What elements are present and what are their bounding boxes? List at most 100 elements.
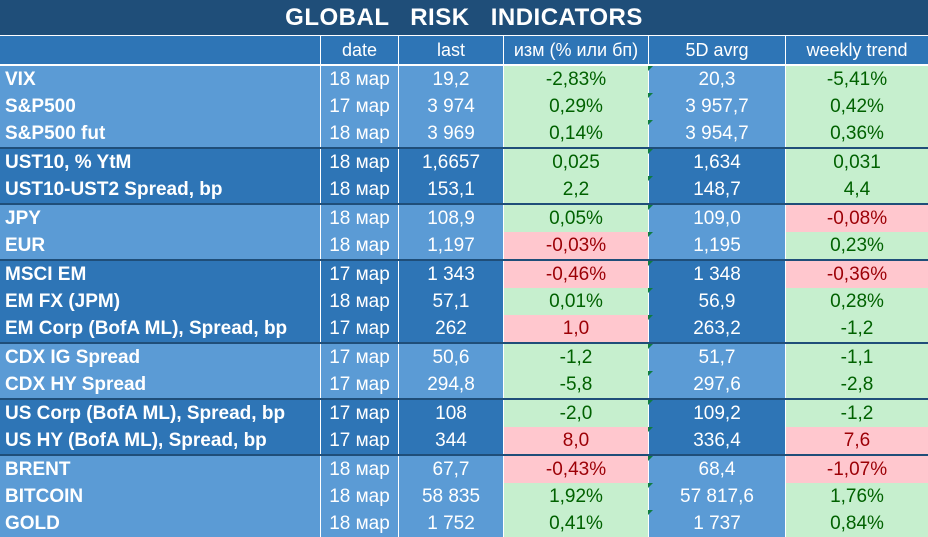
row-last: 262 xyxy=(398,315,503,342)
row-name: UST10-UST2 Spread, bp xyxy=(5,179,223,200)
row-change: 0,05% xyxy=(503,205,648,232)
cell-note-marker xyxy=(648,232,653,237)
row-date: 18 мар xyxy=(320,205,398,232)
row-5d-avg: 148,7 xyxy=(648,176,785,203)
row-weekly-trend: 0,23% xyxy=(785,232,928,259)
row-5d-avg: 51,7 xyxy=(648,344,785,371)
row-5d-avg: 68,4 xyxy=(648,456,785,483)
row-date: 18 мар xyxy=(320,510,398,537)
header-row: date last изм (% или бп) 5D avrg weekly … xyxy=(0,35,928,65)
header-date: date xyxy=(320,36,398,64)
row-name: EM FX (JPM) xyxy=(5,291,121,312)
row-last: 67,7 xyxy=(398,456,503,483)
cell-note-marker xyxy=(648,288,653,293)
row-change: 1,0 xyxy=(503,315,648,342)
row-weekly-trend: -0,08% xyxy=(785,205,928,232)
cell-note-marker xyxy=(648,400,653,405)
row-last: 3 969 xyxy=(398,120,503,147)
row-change: -2,83% xyxy=(503,66,648,93)
header-avg: 5D avrg xyxy=(648,36,785,64)
row-name: S&P500 xyxy=(5,96,76,117)
table-row: GOLD 18 мар 1 752 0,41% 1 737 0,84% xyxy=(0,510,928,537)
row-name: MSCI EM xyxy=(5,264,87,285)
cell-note-marker xyxy=(648,205,653,210)
indicator-group: JPY 18 мар 108,9 0,05% 109,0 -0,08% EUR 18 мар 1… xyxy=(0,205,928,259)
row-date: 18 мар xyxy=(320,66,398,93)
row-name: EUR xyxy=(5,235,46,256)
row-5d-avg: 1 348 xyxy=(648,261,785,288)
table-row: S&P500 fut 18 мар 3 969 0,14% 3 954,7 0,36% xyxy=(0,120,928,147)
row-5d-avg: 3 954,7 xyxy=(648,120,785,147)
cell-note-marker xyxy=(648,483,653,488)
row-name: JPY xyxy=(5,208,41,229)
cell-note-marker xyxy=(648,427,653,432)
group-divider xyxy=(0,147,928,149)
group-divider xyxy=(0,259,928,261)
row-last: 344 xyxy=(398,427,503,454)
row-last: 294,8 xyxy=(398,371,503,398)
row-name: EM Corp (BofA ML), Spread, bp xyxy=(5,318,288,339)
row-change: 0,41% xyxy=(503,510,648,537)
row-weekly-trend: -0,36% xyxy=(785,261,928,288)
row-name: CDX IG Spread xyxy=(5,347,141,368)
table-title: GLOBAL RISK INDICATORS xyxy=(0,0,928,35)
header-change: изм (% или бп) xyxy=(503,36,648,64)
row-change: 1,92% xyxy=(503,483,648,510)
row-name: VIX xyxy=(5,69,36,90)
row-change: -0,03% xyxy=(503,232,648,259)
row-date: 18 мар xyxy=(320,176,398,203)
table-row: BITCOIN 18 мар 58 835 1,92% 57 817,6 1,76% xyxy=(0,483,928,510)
row-weekly-trend: 4,4 xyxy=(785,176,928,203)
row-change: 0,01% xyxy=(503,288,648,315)
cell-note-marker xyxy=(648,93,653,98)
table-row: EUR 18 мар 1,197 -0,03% 1,195 0,23% xyxy=(0,232,928,259)
table-row: S&P500 17 мар 3 974 0,29% 3 957,7 0,42% xyxy=(0,93,928,120)
row-change: 8,0 xyxy=(503,427,648,454)
row-5d-avg: 3 957,7 xyxy=(648,93,785,120)
table-row: VIX 18 мар 19,2 -2,83% 20,3 -5,41% xyxy=(0,66,928,93)
row-date: 17 мар xyxy=(320,93,398,120)
row-date: 18 мар xyxy=(320,232,398,259)
row-date: 17 мар xyxy=(320,400,398,427)
row-weekly-trend: 0,28% xyxy=(785,288,928,315)
row-weekly-trend: -1,2 xyxy=(785,315,928,342)
group-divider xyxy=(0,203,928,205)
row-weekly-trend: 0,84% xyxy=(785,510,928,537)
indicator-group: VIX 18 мар 19,2 -2,83% 20,3 -5,41% S&P500 17 ма… xyxy=(0,66,928,147)
row-change: 2,2 xyxy=(503,176,648,203)
indicator-group: UST10, % YtM 18 мар 1,6657 0,025 1,634 0,031 U… xyxy=(0,149,928,203)
table-row: MSCI EM 17 мар 1 343 -0,46% 1 348 -0,36% xyxy=(0,261,928,288)
row-last: 108,9 xyxy=(398,205,503,232)
table-row: US HY (BofA ML), Spread, bp 17 мар 344 8,0 3… xyxy=(0,427,928,454)
cell-note-marker xyxy=(648,456,653,461)
row-5d-avg: 263,2 xyxy=(648,315,785,342)
row-5d-avg: 336,4 xyxy=(648,427,785,454)
row-name: US HY (BofA ML), Spread, bp xyxy=(5,430,267,451)
row-change: -0,43% xyxy=(503,456,648,483)
row-5d-avg: 56,9 xyxy=(648,288,785,315)
row-name: BRENT xyxy=(5,459,71,480)
cell-note-marker xyxy=(648,261,653,266)
group-divider xyxy=(0,342,928,344)
row-last: 50,6 xyxy=(398,344,503,371)
group-divider xyxy=(0,398,928,400)
group-divider xyxy=(0,454,928,456)
cell-note-marker xyxy=(648,149,653,154)
row-weekly-trend: -5,41% xyxy=(785,66,928,93)
row-change: 0,29% xyxy=(503,93,648,120)
row-name: BITCOIN xyxy=(5,486,84,507)
row-weekly-trend: -1,07% xyxy=(785,456,928,483)
table-row: US Corp (BofA ML), Spread, bp 17 мар 108 -2… xyxy=(0,400,928,427)
row-name: GOLD xyxy=(5,513,60,534)
row-5d-avg: 109,2 xyxy=(648,400,785,427)
row-weekly-trend: 0,36% xyxy=(785,120,928,147)
indicator-group: BRENT 18 мар 67,7 -0,43% 68,4 -1,07% BITCOIN 18… xyxy=(0,456,928,537)
row-last: 1 752 xyxy=(398,510,503,537)
table-row: BRENT 18 мар 67,7 -0,43% 68,4 -1,07% xyxy=(0,456,928,483)
row-last: 1 343 xyxy=(398,261,503,288)
row-5d-avg: 57 817,6 xyxy=(648,483,785,510)
row-date: 17 мар xyxy=(320,315,398,342)
row-change: -1,2 xyxy=(503,344,648,371)
row-weekly-trend: 7,6 xyxy=(785,427,928,454)
row-change: 0,14% xyxy=(503,120,648,147)
